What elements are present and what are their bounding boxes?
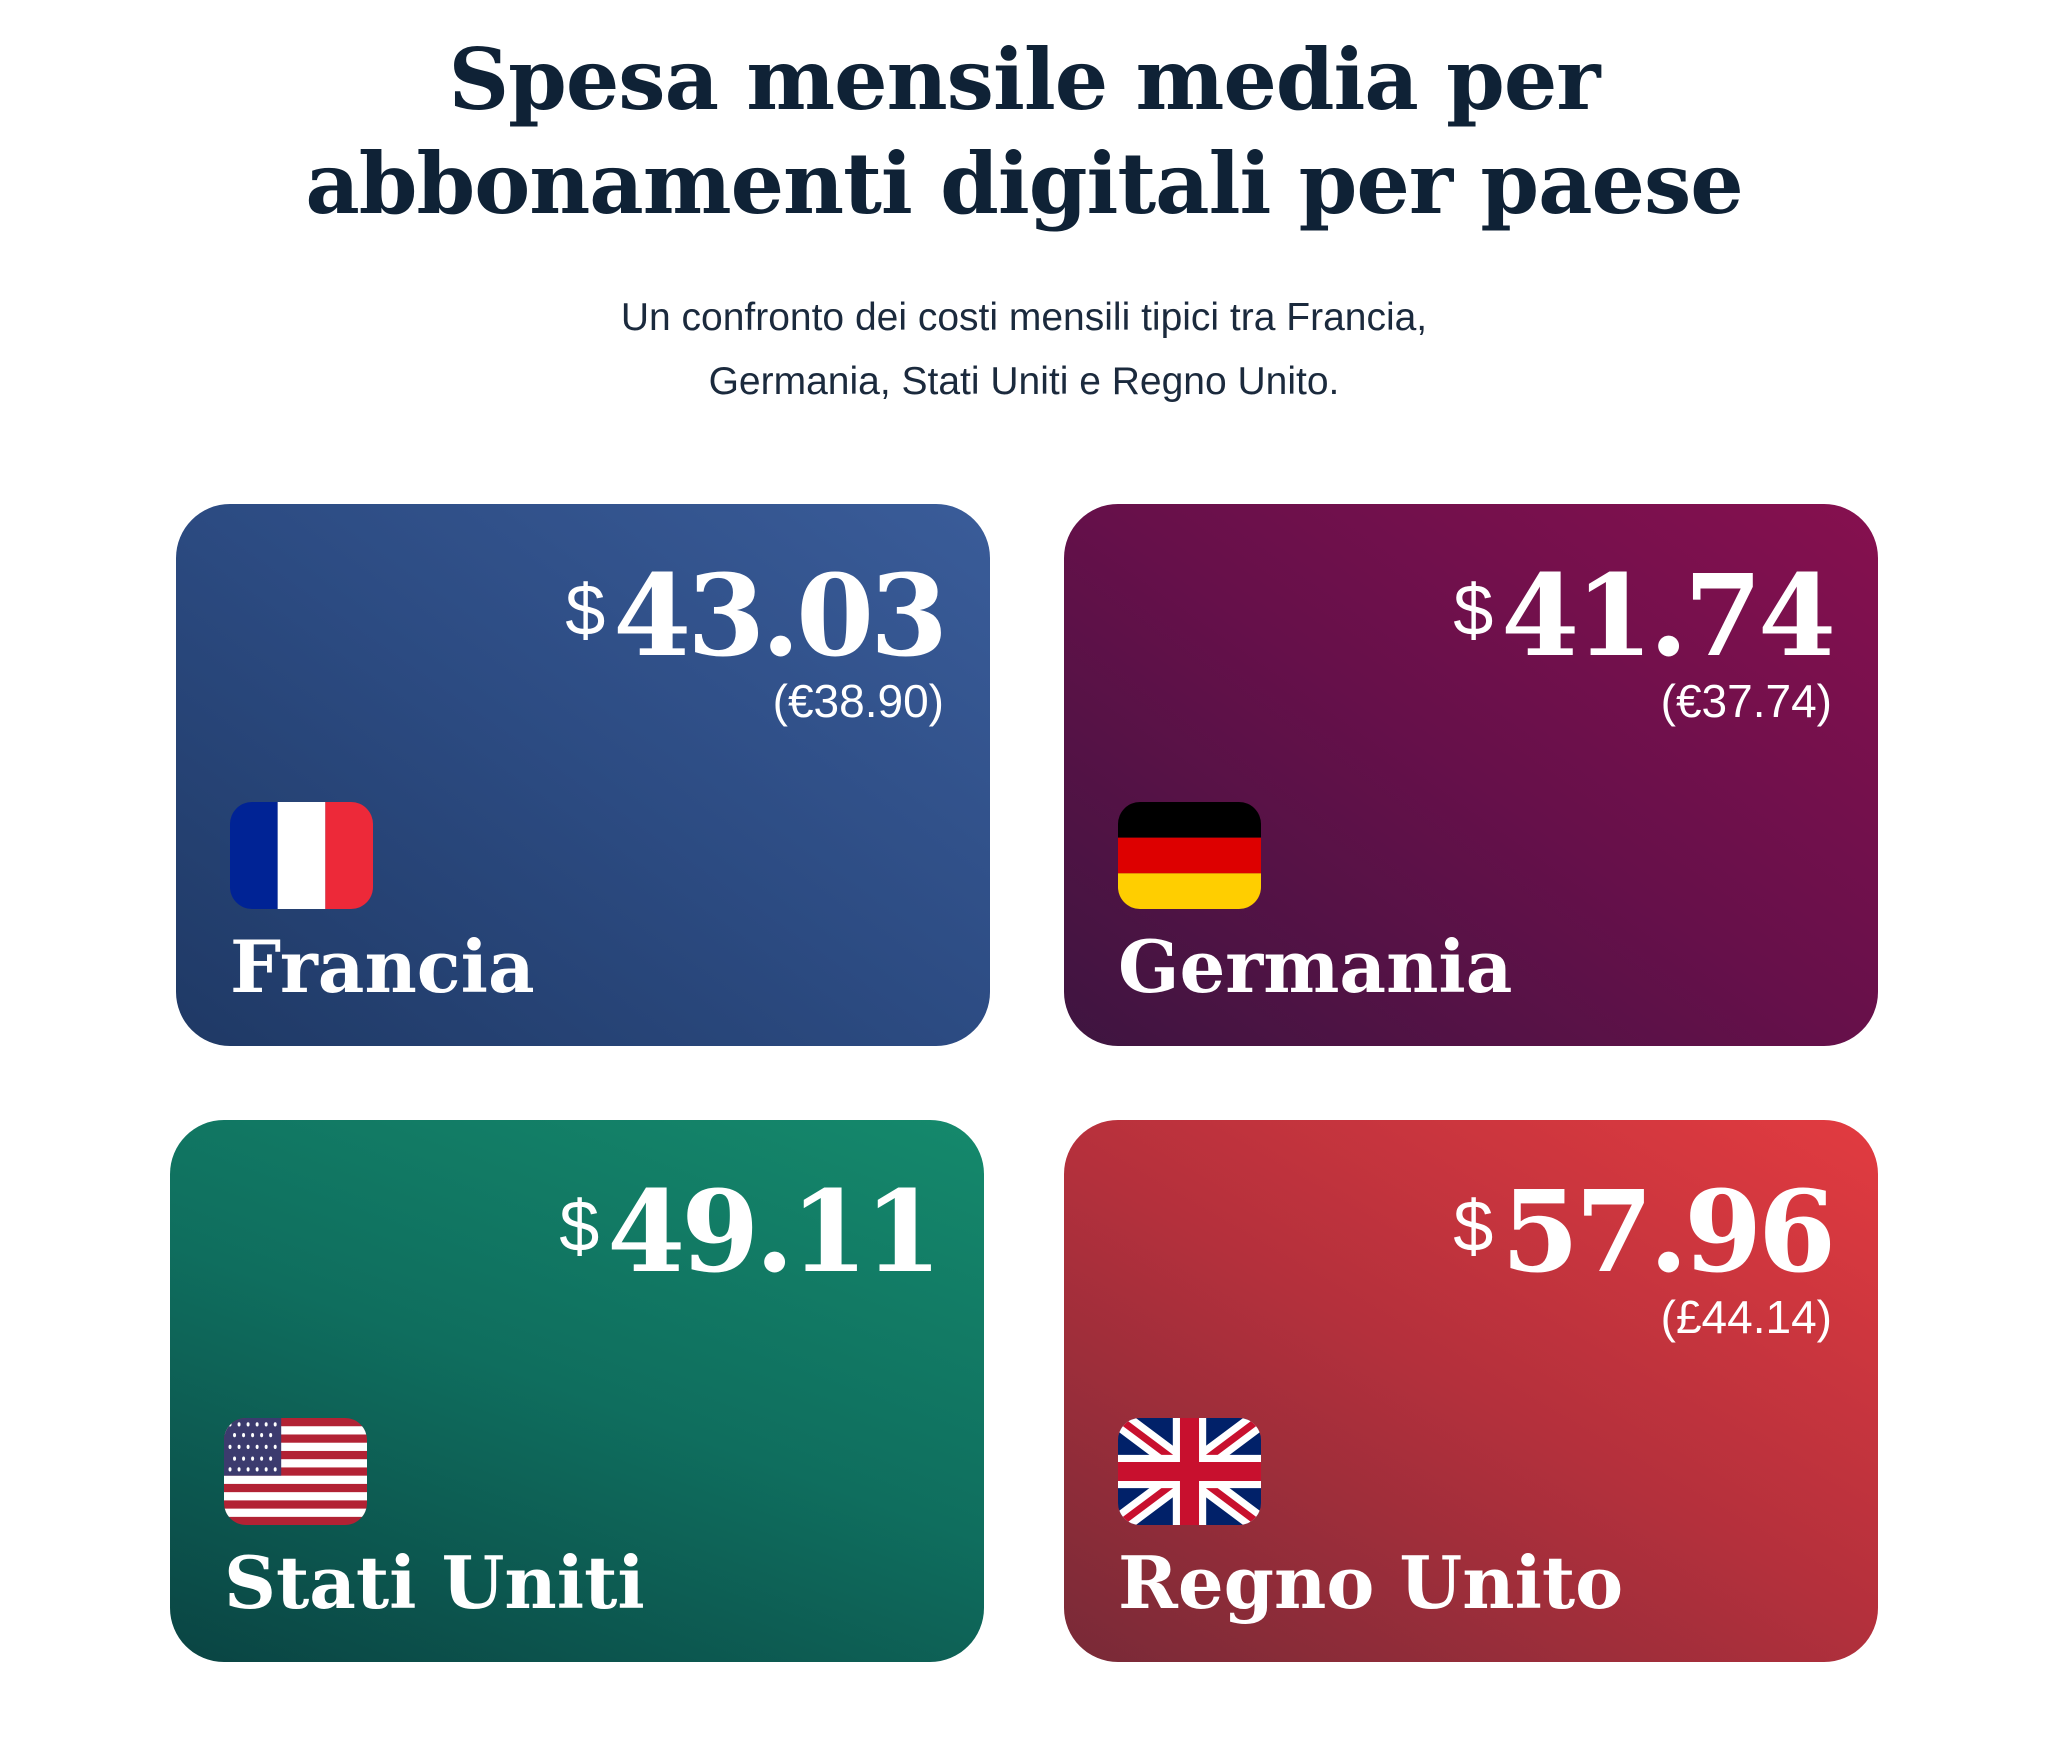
page-subtitle: Un confronto dei costi mensili tipici tr… <box>0 286 2048 414</box>
price-amount: 49.11 <box>607 1167 942 1298</box>
currency-symbol: $ <box>559 1187 600 1267</box>
card-francia: $43.03 (€38.90) Francia <box>176 504 990 1046</box>
country-name: Germania <box>1118 924 1513 1009</box>
germany-flag-icon <box>1118 802 1261 909</box>
price-usd: $43.03 <box>565 551 948 682</box>
price-amount: 43.03 <box>613 551 948 682</box>
currency-symbol: $ <box>1453 1187 1494 1267</box>
country-name: Stati Uniti <box>224 1540 645 1625</box>
price-local: (€38.90) <box>772 675 944 727</box>
card-regno-unito: $57.96 (£44.14) Regno Unito <box>1064 1120 1878 1662</box>
card-stati-uniti: $49.11 Stati Uniti <box>170 1120 984 1662</box>
price-local: (£44.14) <box>1660 1291 1832 1343</box>
usa-flag-icon <box>224 1418 367 1525</box>
price-amount: 57.96 <box>1501 1167 1836 1298</box>
price-usd: $57.96 <box>1453 1167 1836 1298</box>
subtitle-line-2: Germania, Stati Uniti e Regno Unito. <box>708 360 1340 403</box>
page-title: Spesa mensile media per abbonamenti digi… <box>0 28 2048 236</box>
currency-symbol: $ <box>1453 571 1494 651</box>
card-germania: $41.74 (€37.74) Germania <box>1064 504 1878 1046</box>
country-name: Regno Unito <box>1118 1540 1624 1625</box>
france-flag-icon <box>230 802 373 909</box>
title-line-2: abbonamenti digitali per paese <box>305 134 1743 233</box>
currency-symbol: $ <box>565 571 606 651</box>
country-name: Francia <box>230 924 535 1009</box>
price-amount: 41.74 <box>1501 551 1836 682</box>
uk-flag-icon <box>1118 1418 1261 1525</box>
price-usd: $41.74 <box>1453 551 1836 682</box>
price-local: (€37.74) <box>1660 675 1832 727</box>
price-usd: $49.11 <box>559 1167 942 1298</box>
subtitle-line-1: Un confronto dei costi mensili tipici tr… <box>620 296 1428 339</box>
title-line-1: Spesa mensile media per <box>448 30 1600 129</box>
